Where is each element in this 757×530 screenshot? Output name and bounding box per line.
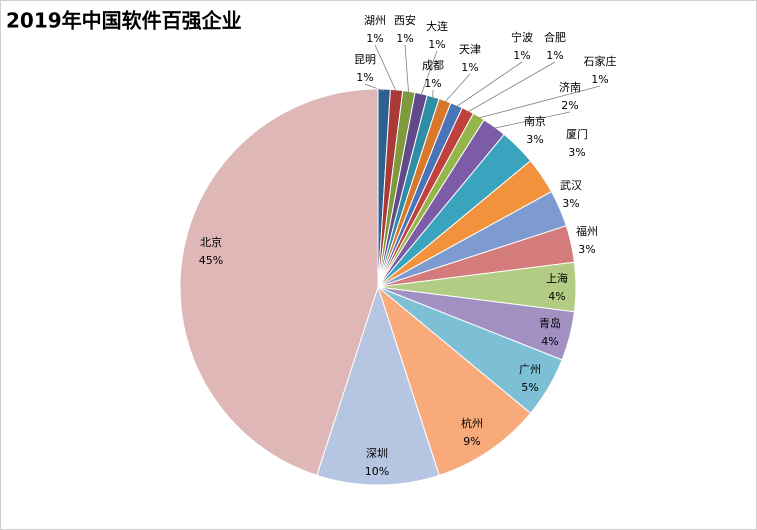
leader-line [477,85,601,119]
value-label: 1% [591,73,608,86]
value-label: 1% [461,61,478,74]
pie-slice [376,285,532,476]
slice-label: 青岛 [539,316,561,330]
slice-label: 大连 [426,19,448,33]
chart-title: 2019年中国软件百强企业 [6,9,242,33]
value-label: 1% [424,77,441,90]
pie-slice [179,88,379,476]
leader-line [493,111,571,129]
value-label: 4% [541,335,558,348]
pie-slice [316,285,440,486]
value-label: 10% [365,465,389,478]
slice-label: 杭州 [461,416,483,430]
value-label: 1% [396,32,413,45]
slice-label: 北京 [200,235,222,249]
leader-line [466,61,556,113]
slice-label: 南京 [524,114,546,128]
slice-label: 武汉 [560,179,582,192]
leader-line [404,44,410,94]
value-label: 4% [548,290,565,303]
value-label: 3% [568,146,585,159]
value-label: 1% [366,32,383,45]
slice-label: 深圳 [366,447,388,460]
value-label: 3% [526,133,543,146]
slice-label: 厦门 [566,127,588,141]
leader-line [455,61,523,108]
value-label: 45% [199,254,223,267]
value-label: 1% [513,49,530,62]
value-label: 1% [428,38,445,51]
slice-label: 福州 [576,224,598,238]
value-label: 2% [561,99,578,112]
slice-label: 上海 [546,271,568,285]
leader-line [444,73,471,103]
value-label: 1% [546,49,563,62]
slice-label: 昆明 [354,53,376,66]
leader-line [374,44,397,93]
value-label: 3% [562,197,579,210]
leader-line [420,50,438,96]
value-label: 3% [578,243,595,256]
slice-label: 宁波 [511,30,533,44]
leader-line [364,83,385,92]
value-label: 1% [356,71,373,84]
slice-label: 石家庄 [584,54,617,68]
value-label: 9% [463,435,480,448]
slice-label: 成都 [422,59,444,72]
value-label: 5% [521,381,538,394]
slice-label: 西安 [394,13,416,27]
slice-label: 天津 [459,43,481,56]
slice-label: 济南 [559,80,581,94]
slice-label: 湖州 [364,14,386,27]
slice-label: 合肥 [544,30,566,44]
slice-label: 广州 [519,363,541,376]
